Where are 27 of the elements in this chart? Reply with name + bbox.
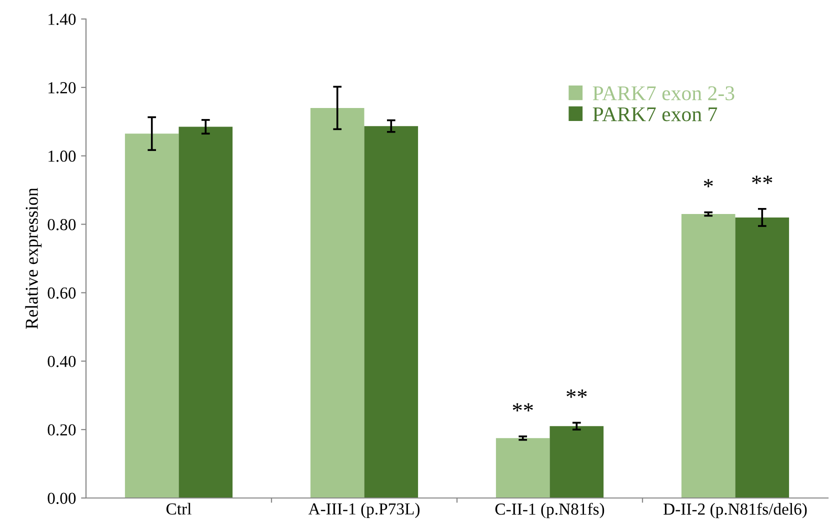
y-tick-label: 0.20 [48, 424, 76, 436]
legend-label: PARK7 exon 7 [592, 107, 718, 122]
y-tick-label: 1.20 [48, 82, 76, 94]
legend-label: PARK7 exon 2-3 [592, 86, 734, 100]
y-tick-label: 0.40 [48, 356, 76, 368]
x-tick-label: A-III-1 (p.P73L) [308, 502, 420, 518]
bar [735, 217, 790, 498]
y-tick-label: 1.00 [48, 150, 76, 162]
bar [178, 126, 233, 498]
y-axis-title: Relative expression [25, 188, 42, 329]
bar [310, 108, 364, 498]
data-label: ** [752, 176, 772, 184]
bar [496, 438, 550, 498]
x-tick-label: C-II-1 (p.N81fs) [495, 502, 604, 518]
x-tick-label: D-II-2 (p.N81fs/del6) [664, 502, 807, 518]
data-label: * [704, 179, 713, 188]
y-tick-label: 0.60 [48, 287, 76, 299]
data-label: ** [566, 390, 587, 398]
bar [124, 134, 179, 498]
bar [681, 214, 736, 498]
bar [364, 126, 418, 498]
y-tick-label: 0.00 [48, 492, 76, 504]
y-tick-label: 0.80 [48, 218, 76, 230]
y-tick-label: 1.40 [48, 14, 76, 26]
data-label: ** [512, 403, 533, 412]
bar [550, 426, 604, 498]
x-tick-label: Ctrl [166, 502, 192, 515]
